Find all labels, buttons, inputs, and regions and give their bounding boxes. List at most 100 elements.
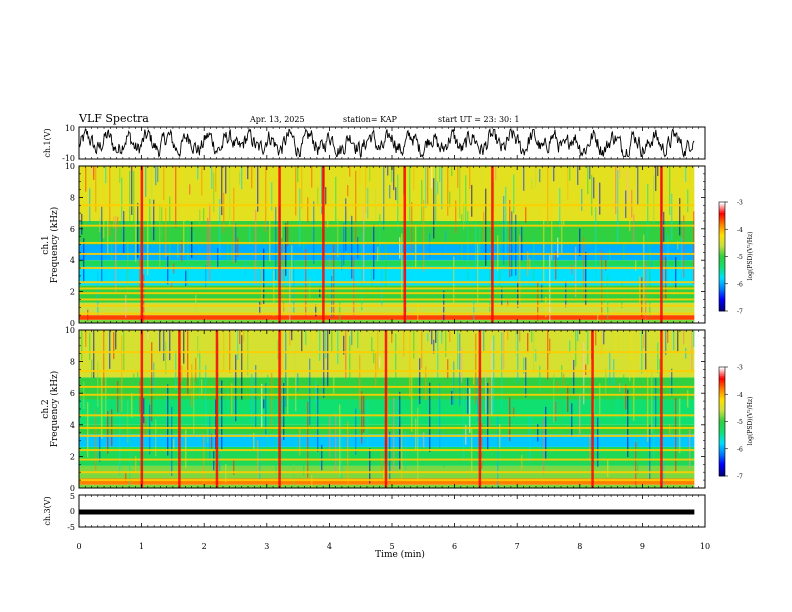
colorbar-segment xyxy=(719,468,725,471)
spectrogram-texture xyxy=(409,330,411,397)
colorbar-segment xyxy=(719,307,725,310)
colorbar-segment xyxy=(719,434,725,437)
colorbar-segment xyxy=(719,285,725,288)
spectrogram-texture xyxy=(521,454,523,470)
spectrogram-texture xyxy=(189,184,191,195)
y-tick-label: 0 xyxy=(70,319,75,328)
spectrogram-texture xyxy=(159,203,161,268)
colorbar-tick-label: -5 xyxy=(737,419,743,426)
spectrogram-texture xyxy=(615,330,617,356)
spectrogram-texture xyxy=(237,237,239,257)
spectrogram-texture xyxy=(571,264,573,275)
spectrogram-texture xyxy=(253,432,255,449)
ch2-spectrogram-image xyxy=(79,330,695,488)
spectrogram-texture xyxy=(203,208,205,222)
colorbar-segment xyxy=(719,238,725,241)
ch3-ylabel: ch.3(V) xyxy=(43,496,52,525)
spectrogram-texture xyxy=(689,166,691,183)
spectrogram-texture xyxy=(659,257,661,269)
spectrogram-texture xyxy=(435,166,437,227)
spectrogram-texture xyxy=(657,166,659,176)
spectrogram-texture xyxy=(621,330,623,352)
spectrogram-texture xyxy=(239,330,241,345)
spectrogram-texture xyxy=(569,166,571,181)
y-tick-label: 0 xyxy=(70,484,75,493)
spectrogram-texture xyxy=(537,281,539,322)
spectrogram-texture xyxy=(591,174,593,216)
colorbar-segment xyxy=(719,303,725,306)
spectrogram-texture xyxy=(347,421,349,486)
spectrogram-texture xyxy=(393,166,395,191)
spectrogram-texture xyxy=(225,463,227,483)
start-time-label: start UT = 23: 30: 1 xyxy=(438,115,519,124)
spectrogram-texture xyxy=(97,361,99,407)
spectrogram-texture xyxy=(135,456,137,473)
spectrogram-texture xyxy=(547,166,549,228)
spectrogram-texture xyxy=(229,166,231,227)
spectrogram-texture xyxy=(401,233,403,298)
spectrogram-texture xyxy=(333,364,335,395)
spectrogram-texture xyxy=(681,237,683,280)
spectrogram-texture xyxy=(691,166,693,178)
spectrogram-texture xyxy=(685,166,687,182)
spectrogram-texture xyxy=(265,383,267,435)
ch2-spectrogram-ticks xyxy=(78,330,706,488)
spectrogram-texture xyxy=(349,166,351,177)
spectrogram-texture xyxy=(307,197,309,223)
spectrogram-texture xyxy=(645,261,647,321)
colorbar-tick-label: -7 xyxy=(737,309,743,316)
y-tick-label: 4 xyxy=(70,421,75,430)
spectrogram-texture xyxy=(535,166,537,189)
spectrogram-texture xyxy=(273,330,275,348)
spectrogram-texture xyxy=(505,186,507,257)
spectrogram-texture xyxy=(205,265,207,290)
spectrogram-texture xyxy=(81,330,83,360)
colorbar-segment xyxy=(719,376,725,379)
spectrogram-texture xyxy=(151,166,153,227)
spectrogram-texture xyxy=(577,166,579,185)
spectrogram-texture xyxy=(651,372,653,434)
spectrogram-texture xyxy=(607,459,609,477)
spectrogram-texture xyxy=(645,330,647,370)
spectrogram-texture xyxy=(359,355,361,409)
spectrogram-texture xyxy=(163,166,165,200)
figure-title: VLF Spectra xyxy=(78,112,149,125)
colorbar-segment xyxy=(719,446,725,450)
spectrogram-texture xyxy=(155,419,157,457)
spectrogram-texture xyxy=(261,383,263,429)
spectrogram-texture xyxy=(223,192,225,234)
spectrogram-texture xyxy=(501,287,503,307)
spectrogram-texture xyxy=(321,166,323,215)
spectrogram-texture xyxy=(339,300,341,321)
colorbar-segment xyxy=(719,450,725,453)
colorbar-segment xyxy=(719,432,725,435)
spectrogram-texture xyxy=(277,339,279,360)
spectrogram-texture xyxy=(129,426,131,486)
spectrogram-texture xyxy=(689,429,691,468)
spectrogram-texture xyxy=(587,166,589,195)
spectrogram-texture xyxy=(221,166,223,216)
spectrogram-texture xyxy=(639,276,641,306)
spectrogram-texture xyxy=(583,341,585,405)
spectrogram-texture xyxy=(573,359,575,396)
spectrogram-texture xyxy=(275,420,277,474)
colorbar-segment xyxy=(719,265,725,268)
colorbar-segment xyxy=(719,283,725,286)
colorbar-segment xyxy=(719,383,725,386)
spectrogram-texture xyxy=(479,227,481,253)
spectrogram-texture xyxy=(379,214,381,263)
spectrogram-texture xyxy=(417,407,419,482)
spectrogram-texture xyxy=(277,240,279,284)
spectrogram-texture xyxy=(227,240,229,263)
spectrogram-texture xyxy=(143,274,145,322)
spectrogram-texture xyxy=(355,170,357,243)
spectrogram-texture xyxy=(577,330,579,342)
spectrogram-texture xyxy=(497,416,499,488)
tonal-line xyxy=(79,287,695,290)
colorbar-segment xyxy=(719,203,725,207)
spectrogram-texture xyxy=(623,231,625,266)
colorbar-segment xyxy=(719,272,725,276)
spectrogram-texture xyxy=(313,201,315,265)
spectrogram-texture xyxy=(565,330,567,360)
spectrogram-texture xyxy=(219,199,221,258)
